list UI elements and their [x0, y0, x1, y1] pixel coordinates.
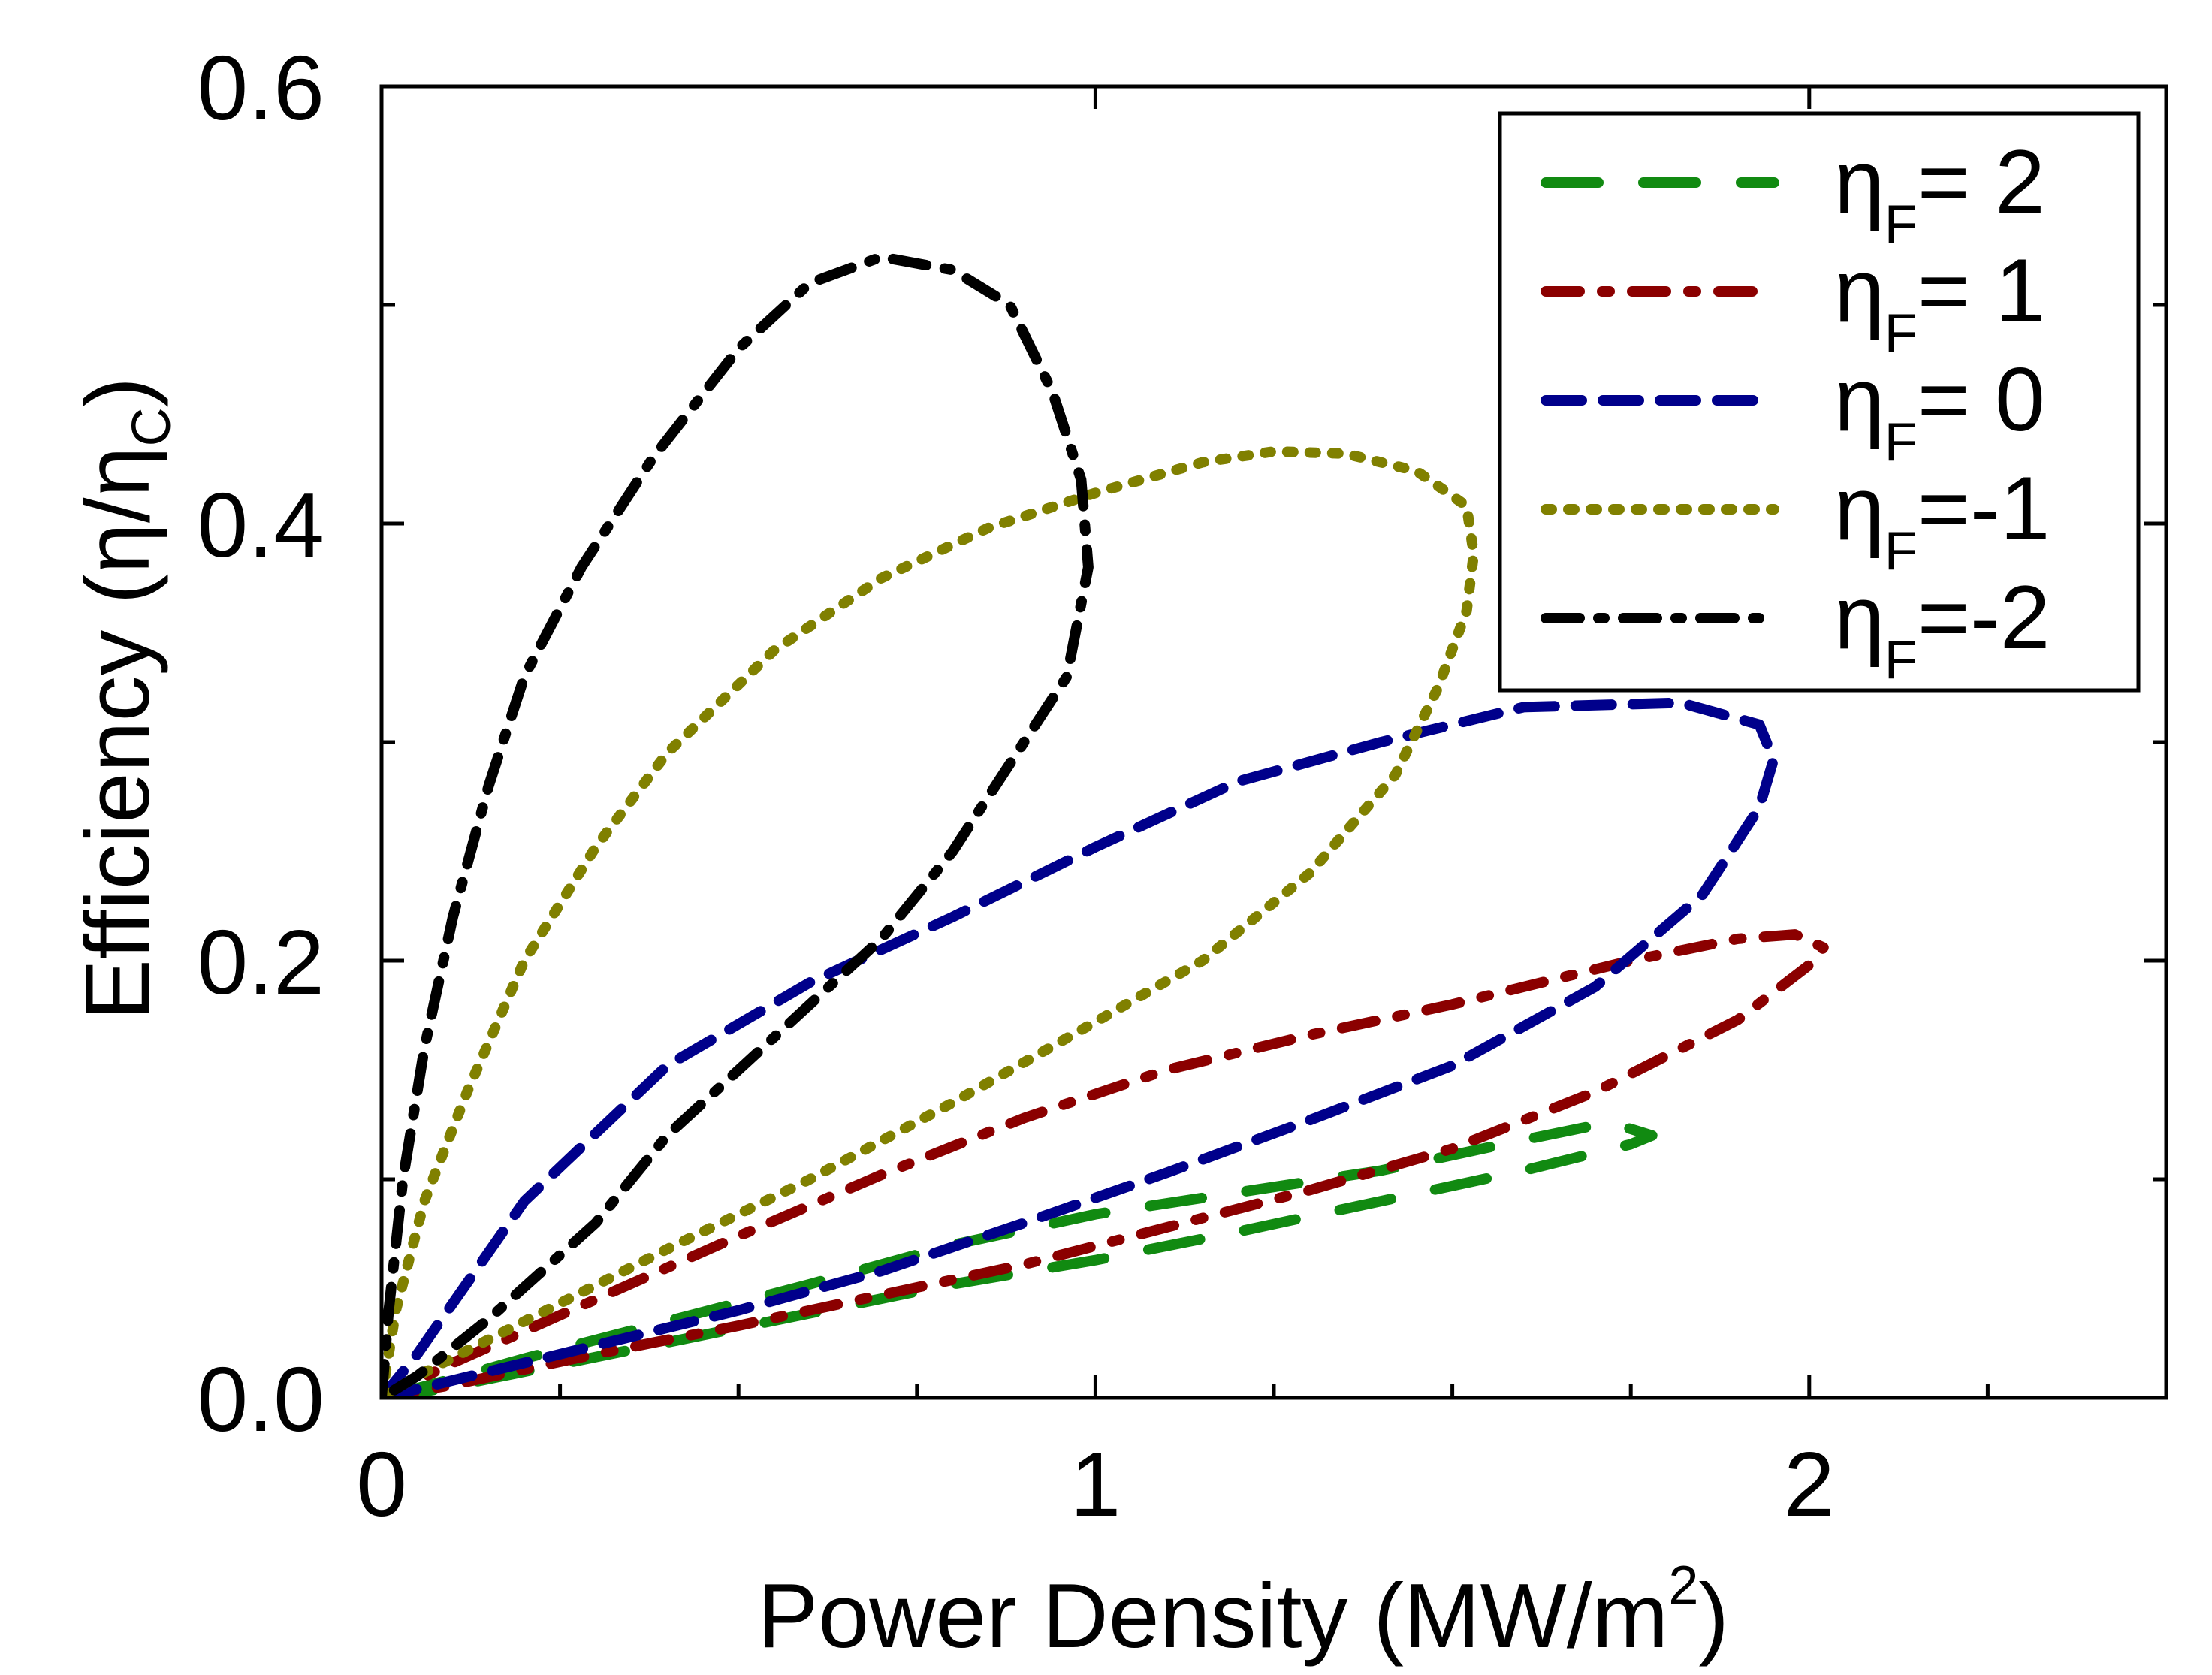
legend-items: ηF= 2ηF= 1ηF= 0ηF=-1ηF=-2: [1541, 131, 2051, 690]
y-tick-label: 0.4: [197, 474, 324, 576]
legend-label-3: ηF=-1: [1834, 458, 2051, 581]
legend-label-4: ηF=-2: [1834, 567, 2051, 690]
tick-layer: 0 1 2 0.0 0.2 0.4 0.6: [197, 37, 2168, 1535]
y-axis-label: Efficiency (η/ηC): [66, 377, 182, 1021]
legend: ηF= 2ηF= 1ηF= 0ηF=-1ηF=-2: [1498, 111, 2141, 693]
series-line-2: [382, 697, 1779, 1398]
x-tick-label: 2: [1784, 1433, 1835, 1535]
series-line-4: [382, 252, 1094, 1398]
x-axis-label: Power Density (MW/m2): [757, 1556, 1729, 1667]
y-tick-label: 0.6: [197, 37, 324, 139]
series-line-3: [382, 446, 1480, 1398]
series-layer: [382, 252, 1829, 1398]
y-tick-label: 0.0: [197, 1348, 324, 1450]
x-tick-label: 1: [1070, 1433, 1121, 1535]
legend-label-1: ηF= 1: [1834, 240, 2045, 364]
legend-label-0: ηF= 2: [1834, 131, 2045, 255]
y-tick-label: 0.2: [197, 911, 324, 1013]
series-line-1: [382, 929, 1829, 1398]
legend-label-2: ηF= 0: [1834, 349, 2045, 472]
x-tick-label: 0: [356, 1433, 407, 1535]
